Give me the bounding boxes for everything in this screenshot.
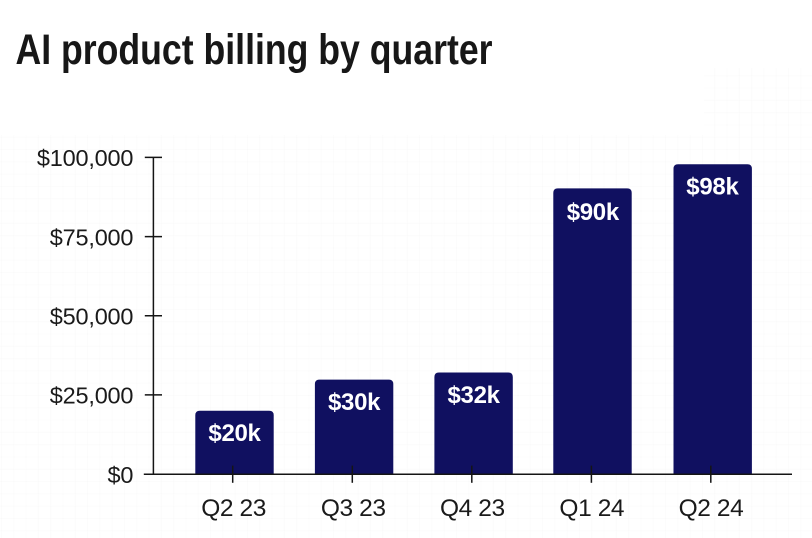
svg-text:$25,000: $25,000 — [50, 383, 134, 409]
svg-text:$100,000: $100,000 — [37, 145, 134, 171]
svg-text:Q2 23: Q2 23 — [201, 495, 266, 522]
svg-text:$32k: $32k — [447, 382, 500, 409]
svg-text:AI product billing by quarter: AI product billing by quarter — [16, 26, 493, 74]
svg-text:$50,000: $50,000 — [50, 304, 134, 330]
svg-text:$75,000: $75,000 — [50, 224, 134, 250]
svg-text:$98k: $98k — [686, 174, 739, 201]
svg-text:Q1 24: Q1 24 — [559, 495, 624, 522]
svg-text:$90k: $90k — [567, 199, 620, 226]
svg-text:Q2 24: Q2 24 — [679, 495, 744, 522]
svg-text:$20k: $20k — [208, 420, 261, 447]
svg-text:Q3 23: Q3 23 — [321, 495, 386, 522]
svg-text:$0: $0 — [108, 462, 134, 488]
svg-text:Q4 23: Q4 23 — [440, 495, 505, 522]
svg-text:$30k: $30k — [328, 389, 381, 416]
